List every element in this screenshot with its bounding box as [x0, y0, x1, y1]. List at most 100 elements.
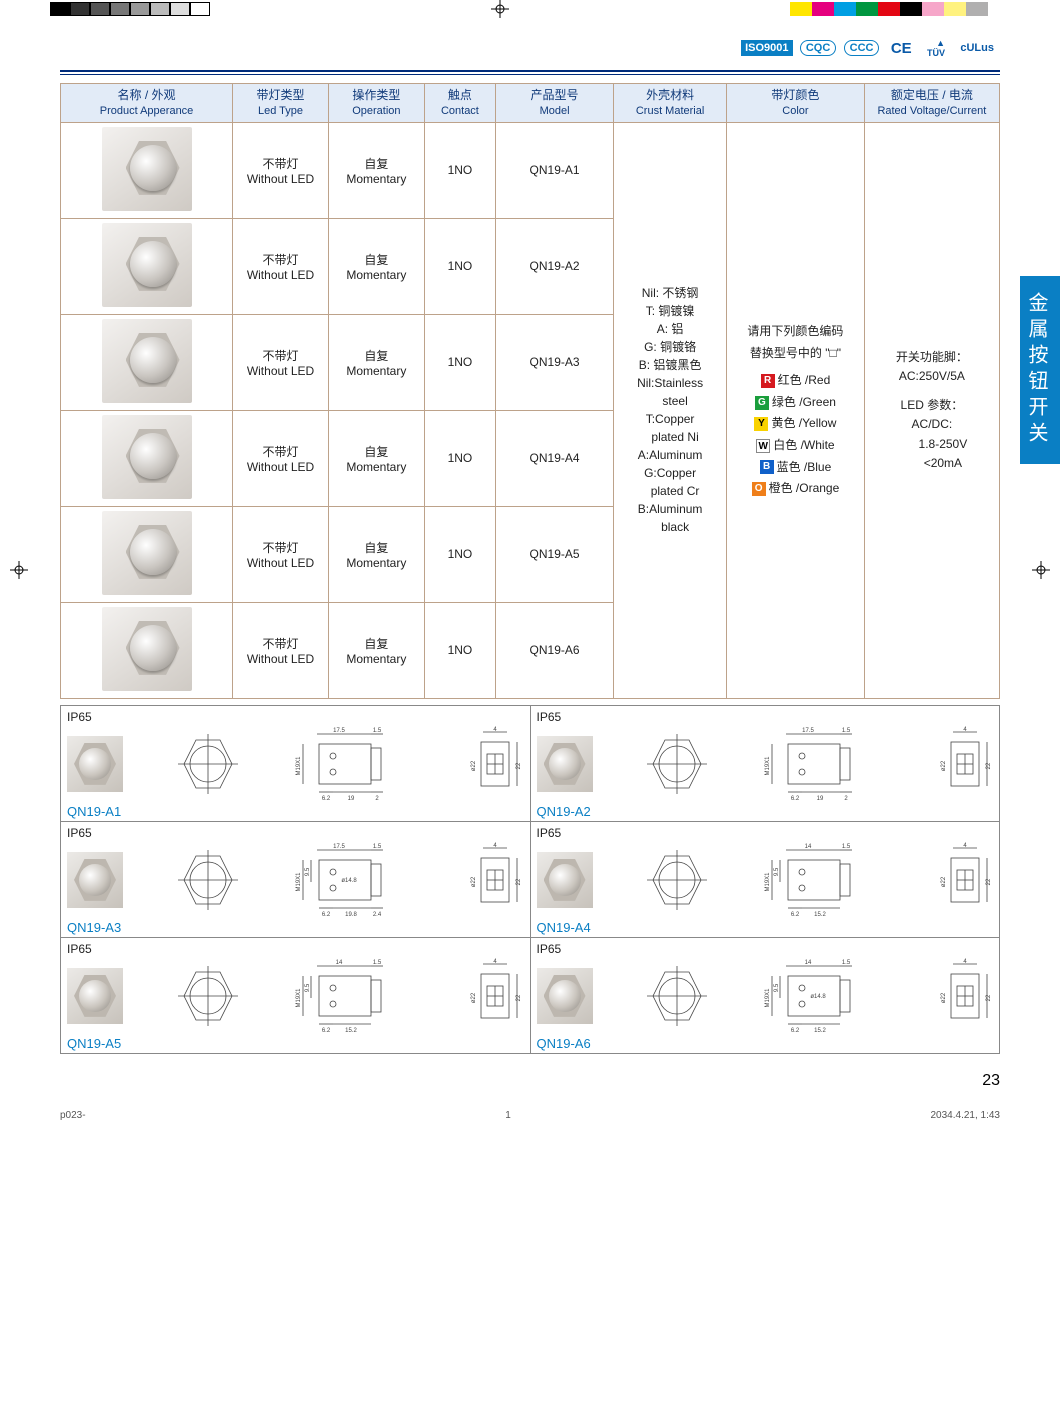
diagram-model-label: QN19-A5 — [67, 1036, 524, 1051]
svg-text:M19X1: M19X1 — [296, 756, 302, 776]
product-thumbnail-small — [537, 968, 593, 1024]
svg-text:14: 14 — [805, 844, 812, 850]
dimension-side-view: 17.5 1.5 M19X1 6.2 19 2 — [293, 726, 413, 802]
svg-text:ø22: ø22 — [471, 876, 477, 887]
product-thumbnail-small — [67, 968, 123, 1024]
diagram-model-label: QN19-A4 — [537, 920, 994, 935]
ip-rating: IP65 — [537, 710, 994, 724]
svg-text:22: 22 — [516, 762, 522, 769]
svg-text:ø22: ø22 — [941, 876, 947, 887]
page-number: 23 — [60, 1054, 1000, 1096]
diagram-cell: IP65 17.5 1.5 M19X1 9.5 ø14.8 6.2 19.8 2… — [61, 822, 531, 938]
svg-text:ø22: ø22 — [941, 992, 947, 1003]
ip-rating: IP65 — [537, 942, 994, 956]
registration-mark-icon — [491, 0, 509, 18]
svg-text:22: 22 — [516, 878, 522, 885]
product-thumbnail — [102, 223, 192, 307]
svg-text:14: 14 — [805, 960, 812, 966]
svg-text:22: 22 — [986, 994, 992, 1001]
svg-text:ø14.8: ø14.8 — [810, 994, 826, 1000]
svg-text:19: 19 — [347, 796, 354, 802]
diagram-model-label: QN19-A2 — [537, 804, 994, 819]
tuv-badge: ▲TÜV — [923, 36, 949, 60]
dimension-front-view — [647, 734, 707, 794]
svg-text:15.2: 15.2 — [345, 1028, 357, 1034]
dimension-front-view — [178, 850, 238, 910]
svg-text:ø22: ø22 — [941, 760, 947, 771]
ul-badge: ccULusULus — [956, 40, 998, 56]
product-thumbnail — [102, 127, 192, 211]
column-header: 触点Contact — [424, 84, 495, 123]
diagram-model-label: QN19-A6 — [537, 1036, 994, 1051]
dimension-side-view: 14 1.5 M19X1 9.5 6.2 15.2 — [762, 842, 882, 918]
svg-text:6.2: 6.2 — [321, 912, 330, 918]
svg-text:22: 22 — [516, 994, 522, 1001]
svg-text:M19X1: M19X1 — [296, 872, 302, 892]
crust-material-cell: Nil: 不锈钢T: 铜镀镍A: 铝G: 铜镀铬B: 铝镀黑色Nil:Stain… — [614, 122, 727, 698]
table-row: 不带灯Without LED自复Momentary1NOQN19-A1Nil: … — [61, 122, 1000, 218]
ip-rating: IP65 — [67, 942, 524, 956]
iso9001-badge: ISO9001 — [741, 40, 792, 56]
diagram-model-label: QN19-A3 — [67, 920, 524, 935]
svg-text:9.5: 9.5 — [305, 983, 311, 992]
dimension-rear-view: 4 22 ø22 — [937, 958, 993, 1034]
svg-text:1.5: 1.5 — [372, 960, 381, 966]
ip-rating: IP65 — [67, 710, 524, 724]
dimension-side-view: 14 1.5 M19X1 9.5 ø14.8 6.2 15.2 — [762, 958, 882, 1034]
color-code-cell: 请用下列颜色编码替换型号中的 "□"R红色 /RedG绿色 /GreenY黄色 … — [727, 122, 865, 698]
dimension-front-view — [178, 734, 238, 794]
svg-text:22: 22 — [986, 878, 992, 885]
svg-text:17.5: 17.5 — [333, 728, 345, 734]
column-header: 额定电压 / 电流Rated Voltage/Current — [864, 84, 999, 123]
svg-text:6.2: 6.2 — [791, 796, 800, 802]
dimension-front-view — [178, 966, 238, 1026]
column-header: 带灯类型Led Type — [233, 84, 329, 123]
column-header: 外壳材料Crust Material — [614, 84, 727, 123]
svg-text:6.2: 6.2 — [321, 1028, 330, 1034]
column-header: 产品型号Model — [496, 84, 614, 123]
dimension-rear-view: 4 22 ø22 — [467, 958, 523, 1034]
svg-text:17.5: 17.5 — [333, 844, 345, 850]
dimension-side-view: 14 1.5 M19X1 9.5 6.2 15.2 — [293, 958, 413, 1034]
print-registration-top — [0, 0, 1060, 18]
svg-text:2: 2 — [375, 796, 379, 802]
column-header: 操作类型Operation — [328, 84, 424, 123]
cqc-badge: CQC — [800, 40, 836, 56]
svg-text:1.5: 1.5 — [372, 844, 381, 850]
product-thumbnail — [102, 319, 192, 403]
svg-text:22: 22 — [986, 762, 992, 769]
svg-text:1.5: 1.5 — [372, 728, 381, 734]
footer-left: p023- — [60, 1110, 86, 1121]
ip-rating: IP65 — [67, 826, 524, 840]
product-thumbnail-small — [537, 852, 593, 908]
column-header: 名称 / 外观Product Apperance — [61, 84, 233, 123]
diagram-cell: IP65 14 1.5 M19X1 9.5 6.2 15.2 4 22 ø22 … — [531, 822, 1001, 938]
product-thumbnail-small — [67, 736, 123, 792]
svg-text:M19X1: M19X1 — [765, 756, 771, 776]
ce-badge: CE — [887, 38, 916, 59]
svg-text:1.5: 1.5 — [842, 728, 851, 734]
print-footer: p023- 1 2034.4.21, 1:43 — [0, 1106, 1060, 1141]
svg-text:15.2: 15.2 — [814, 1028, 826, 1034]
product-thumbnail-small — [537, 736, 593, 792]
product-table: 名称 / 外观Product Apperance带灯类型Led Type操作类型… — [60, 83, 1000, 699]
svg-text:M19X1: M19X1 — [765, 988, 771, 1008]
dimension-rear-view: 4 22 ø22 — [937, 726, 993, 802]
dimension-side-view: 17.5 1.5 M19X1 6.2 19 2 — [762, 726, 882, 802]
diagram-cell: IP65 17.5 1.5 M19X1 6.2 19 2 4 22 ø22 QN… — [61, 706, 531, 822]
side-category-tab: 金属按钮开关 — [1020, 276, 1060, 464]
svg-text:9.5: 9.5 — [774, 867, 780, 876]
dimension-side-view: 17.5 1.5 M19X1 9.5 ø14.8 6.2 19.8 2.4 — [293, 842, 413, 918]
svg-text:9.5: 9.5 — [774, 983, 780, 992]
svg-text:19: 19 — [817, 796, 824, 802]
svg-text:6.2: 6.2 — [321, 796, 330, 802]
product-thumbnail-small — [67, 852, 123, 908]
rated-voltage-cell: 开关功能脚：AC:250V/5ALED 参数：AC/DC:1.8-250V<20… — [864, 122, 999, 698]
svg-text:ø22: ø22 — [471, 760, 477, 771]
svg-text:6.2: 6.2 — [791, 912, 800, 918]
dimension-front-view — [647, 966, 707, 1026]
dimension-diagram-grid: IP65 17.5 1.5 M19X1 6.2 19 2 4 22 ø22 QN… — [60, 705, 1000, 1054]
svg-text:ø14.8: ø14.8 — [341, 878, 357, 884]
svg-text:1.5: 1.5 — [842, 844, 851, 850]
svg-text:9.5: 9.5 — [305, 867, 311, 876]
